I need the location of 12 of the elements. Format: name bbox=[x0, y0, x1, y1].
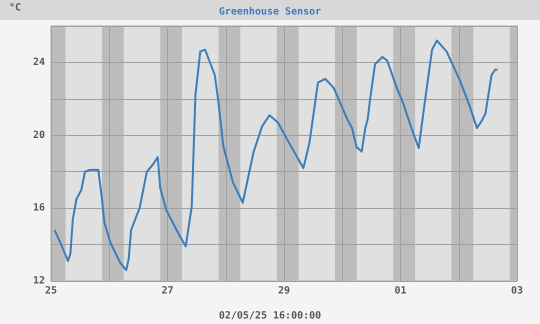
text: 02/05/25 16:00:00 bbox=[218, 310, 322, 322]
x-tick-label: 01 bbox=[394, 286, 407, 296]
x-tick-label: 29 bbox=[278, 286, 290, 296]
y-tick-label: 16 bbox=[32, 202, 45, 214]
x-tick-label: 27 bbox=[161, 286, 174, 296]
x-tick-label: 03 bbox=[510, 286, 524, 296]
y-tick-label: 20 bbox=[32, 130, 45, 141]
y-tick-label: 12 bbox=[32, 276, 45, 286]
x-tick-label: 25 bbox=[44, 286, 58, 296]
chart-title: Greenhouse Sensor bbox=[218, 6, 322, 18]
y-axis-title: °C bbox=[9, 2, 22, 14]
y-tick-label: 24 bbox=[32, 56, 45, 68]
